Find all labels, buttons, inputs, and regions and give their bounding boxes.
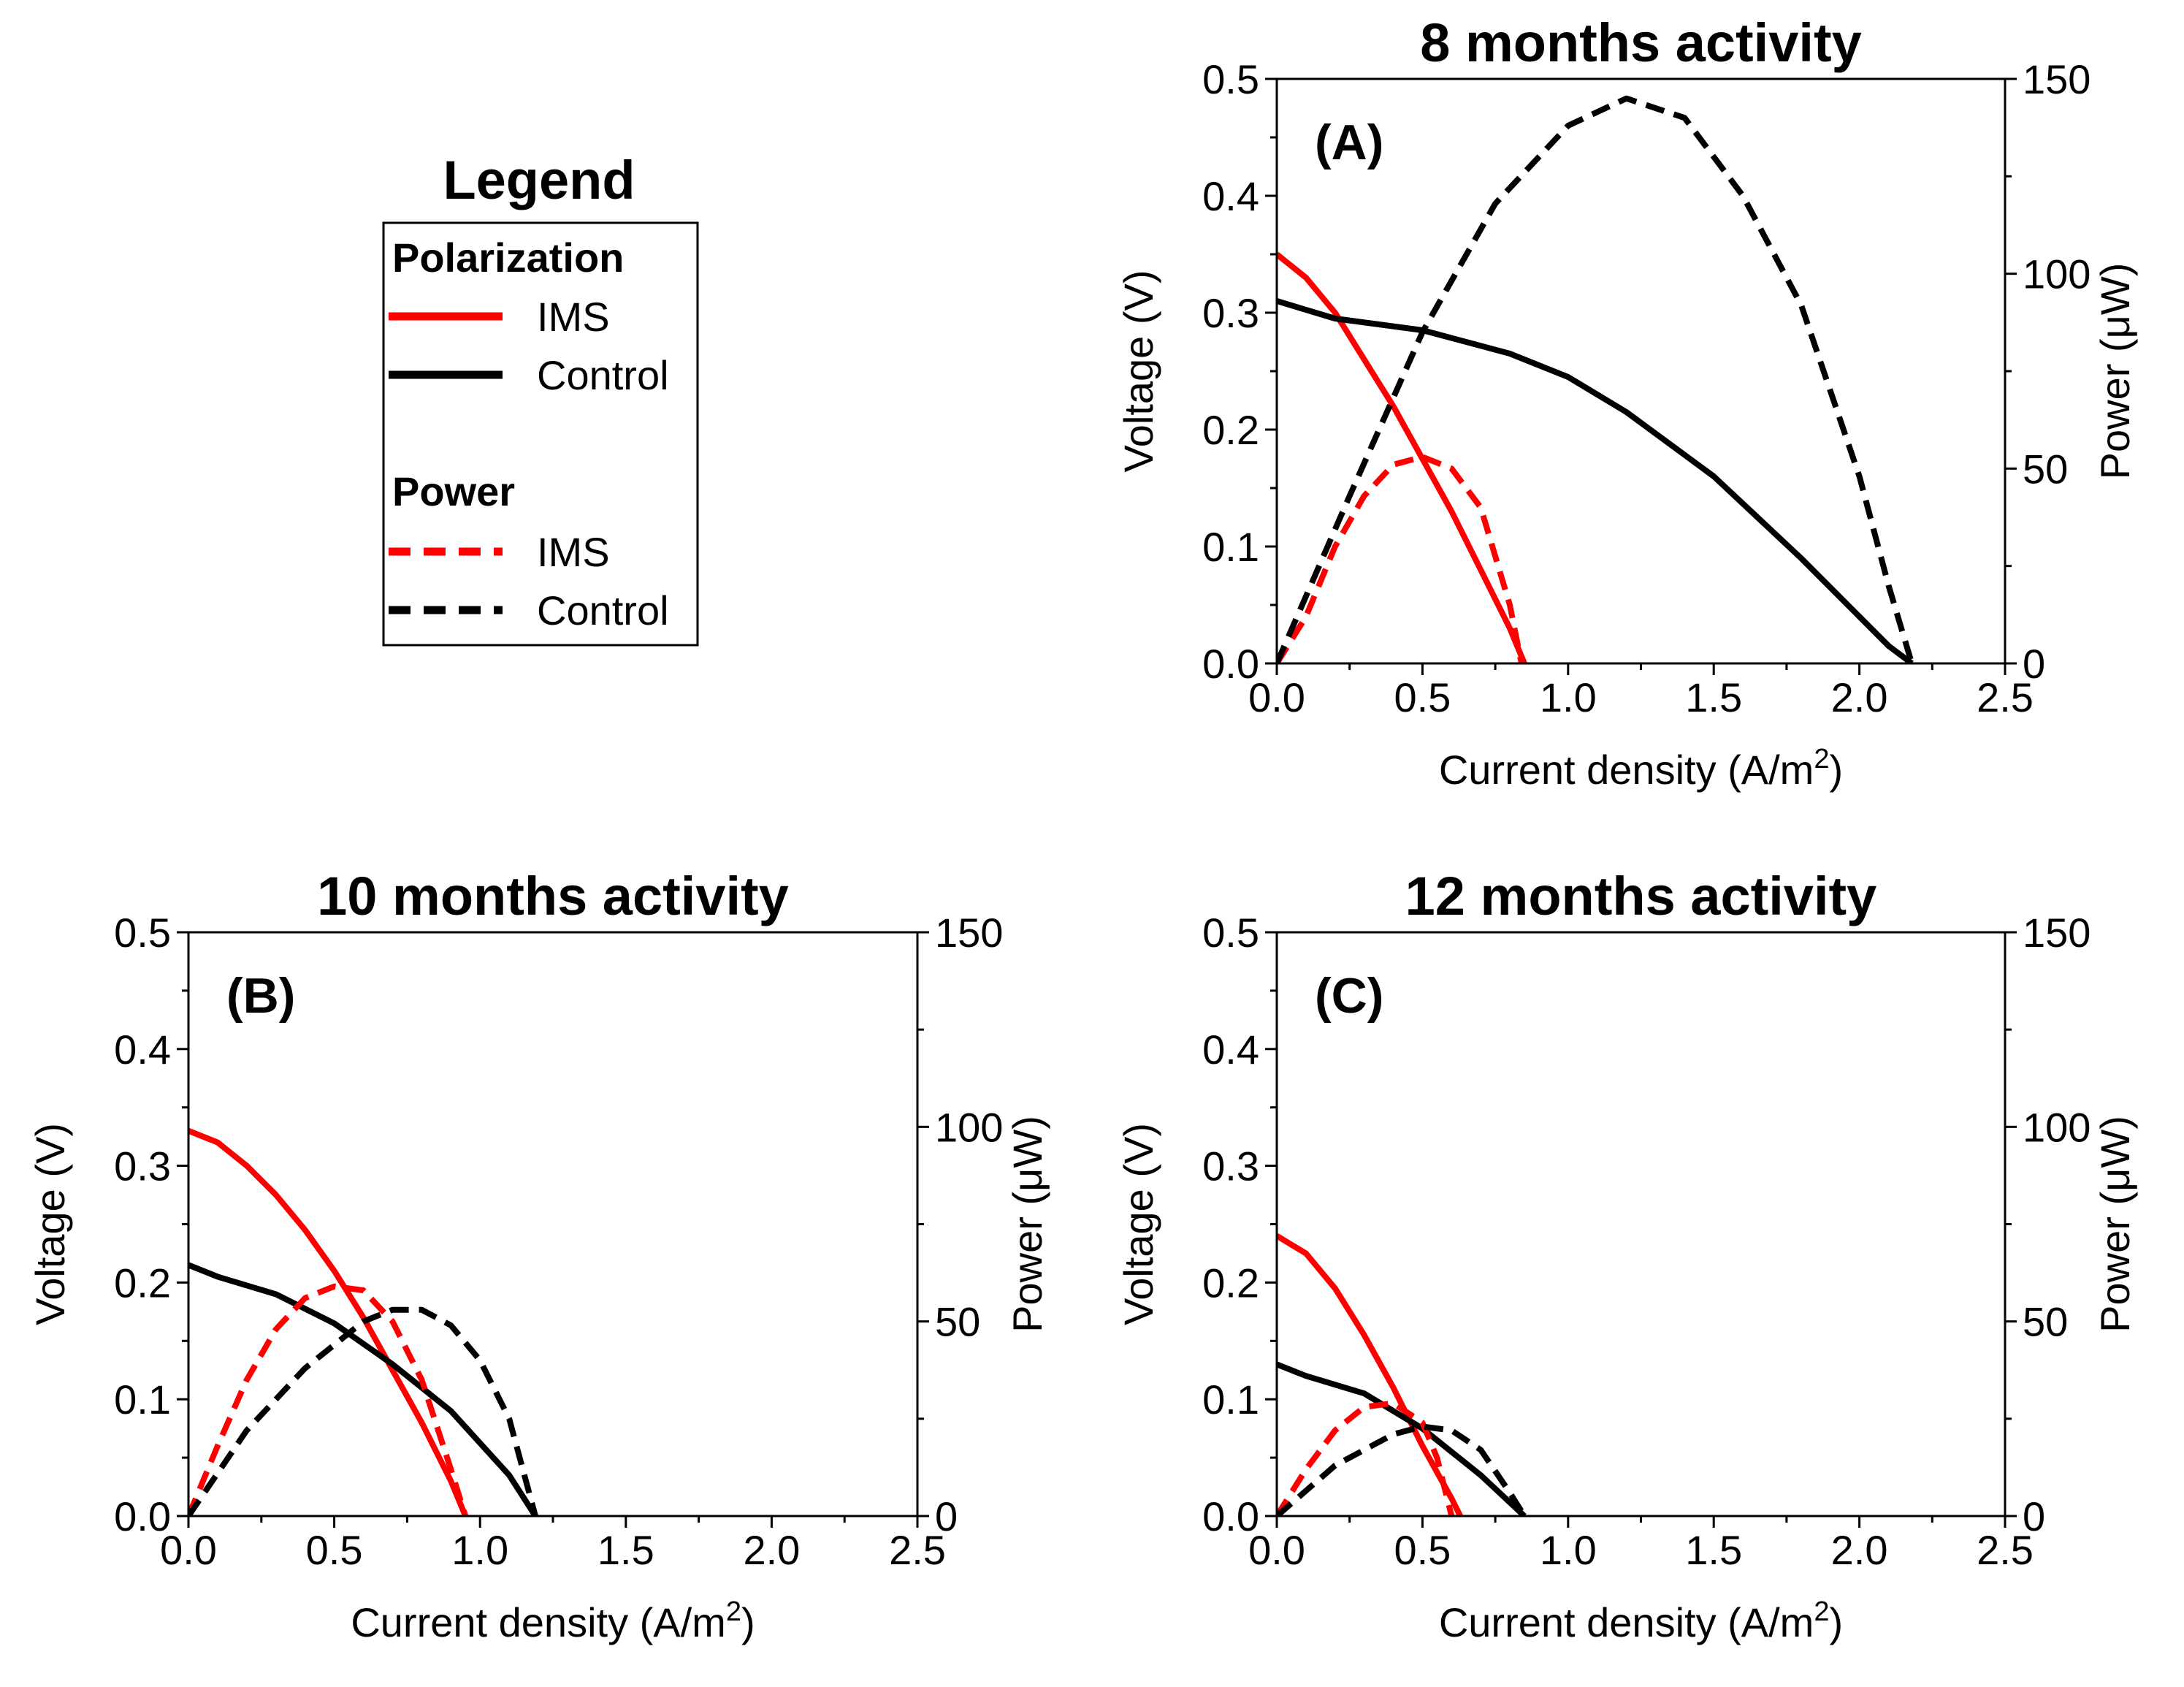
legend: Legend Polarization IMS Control Power IM… <box>382 150 699 647</box>
series-ims-power <box>1277 454 1524 663</box>
y2-tick-label: 50 <box>935 1299 980 1345</box>
series-ims-polarization <box>188 1127 468 1516</box>
x-axis-label: Current density (A/m2) <box>1439 744 1843 793</box>
y2-tick-label: 50 <box>2023 446 2068 492</box>
y2-tick-label: 100 <box>935 1104 1003 1150</box>
y2-tick-label: 100 <box>2023 1104 2091 1150</box>
y-tick-label: 0.5 <box>1202 56 1259 102</box>
x-axis-label: Current density (A/m2) <box>351 1596 755 1645</box>
y-tick-label: 0.1 <box>1202 1376 1259 1423</box>
series-control-power <box>1277 95 1915 663</box>
y-tick-label: 0.2 <box>1202 407 1259 453</box>
series-group <box>1277 1233 1527 1516</box>
x-tick-label: 2.0 <box>1831 674 1888 720</box>
chart-panel-a: 8 months activity (A) 0.0 0.5 1.0 1.5 2.0 2.5 0.… <box>1115 12 2138 793</box>
series-control-polarization <box>188 1262 538 1516</box>
x-tick-label: 2.0 <box>1831 1527 1888 1573</box>
series-group <box>1277 95 1915 663</box>
y-tick-label: 0.5 <box>1202 910 1259 956</box>
legend-heading-polarization: Polarization <box>392 235 624 281</box>
y-tick-label: 0.3 <box>1202 290 1259 336</box>
panel-label: (A) <box>1315 115 1383 170</box>
x-tick-label: 1.5 <box>1685 1527 1742 1573</box>
legend-entry-ims-polarization: IMS <box>537 294 610 340</box>
y-tick-label: 0.1 <box>114 1376 171 1423</box>
y2-tick-label: 100 <box>2023 251 2091 297</box>
x-tick-label: 2.5 <box>889 1527 946 1573</box>
legend-frame <box>382 221 699 647</box>
series-group <box>188 1127 538 1516</box>
y2-tick-label: 150 <box>2023 910 2091 956</box>
panel-title: 10 months activity <box>317 866 789 926</box>
series-control-polarization <box>1277 298 1914 663</box>
panel-label: (B) <box>226 968 295 1024</box>
y2-tick-label: 0 <box>935 1493 958 1539</box>
legend-entry-ims-power: IMS <box>537 529 610 575</box>
panel-title: 12 months activity <box>1405 866 1877 926</box>
x-tick-label: 1.0 <box>1540 1527 1597 1573</box>
y-axis-label: Voltage (V) <box>27 1123 73 1325</box>
y2-axis-label: Power (μW) <box>2092 1116 2138 1333</box>
y-axis-label: Voltage (V) <box>1115 270 1161 472</box>
x-tick-label: 2.5 <box>1977 1527 2034 1573</box>
x-tick-label: 0.5 <box>1394 674 1451 720</box>
y-tick-label: 0.5 <box>114 910 171 956</box>
series-ims-power <box>1277 1400 1455 1516</box>
y-tick-label: 0.4 <box>1202 173 1259 219</box>
chart-panel-c: 12 months activity(C)0.0 0.5 1.0 1.5 2.0 2.50… <box>1115 866 2138 1645</box>
x-tick-label: 1.5 <box>597 1527 654 1573</box>
x-tick-label: 0.5 <box>306 1527 363 1573</box>
y2-tick-label: 0 <box>2023 641 2045 687</box>
y2-tick-label: 150 <box>935 910 1003 956</box>
plot-frame <box>1275 931 2007 1517</box>
legend-entry-control-power: Control <box>537 587 669 633</box>
y-tick-label: 0.4 <box>114 1027 171 1073</box>
y-tick-label: 0.3 <box>1202 1143 1259 1189</box>
x-tick-label: 1.5 <box>1685 674 1742 720</box>
panel-title: 8 months activity <box>1420 12 1862 73</box>
panel-label: (C) <box>1315 968 1383 1024</box>
y2-axis-label: Power (μW) <box>2092 263 2138 480</box>
plot-frame <box>1275 77 2007 665</box>
legend-heading-power: Power <box>392 468 515 514</box>
legend-entry-control-polarization: Control <box>537 352 669 398</box>
series-ims-power <box>188 1283 469 1516</box>
y2-tick-label: 0 <box>2023 1493 2045 1539</box>
x-tick-label: 2.0 <box>743 1527 800 1573</box>
y-tick-label: 0.4 <box>1202 1027 1259 1073</box>
y-axis-label: Voltage (V) <box>1115 1123 1161 1325</box>
x-tick-label: 2.5 <box>1977 674 2034 720</box>
y-tick-label: 0.3 <box>114 1143 171 1189</box>
series-ims-polarization <box>1277 251 1527 663</box>
y2-tick-label: 150 <box>2023 56 2091 102</box>
y-tick-label: 0.2 <box>1202 1260 1259 1306</box>
y-tick-label: 0.1 <box>1202 524 1259 570</box>
series-control-polarization <box>1277 1361 1527 1516</box>
chart-panel-b: 10 months activity(B)0.0 0.5 1.0 1.5 2.0 2.50… <box>27 866 1050 1645</box>
y2-tick-label: 50 <box>2023 1299 2068 1345</box>
y2-axis-label: Power (μW) <box>1004 1116 1050 1333</box>
x-tick-label: 0.0 <box>160 1527 217 1573</box>
x-tick-label: 0.0 <box>1248 1527 1305 1573</box>
x-tick-label: 0.5 <box>1394 1527 1451 1573</box>
y-tick-label: 0.2 <box>114 1260 171 1306</box>
y-tick-label: 0.0 <box>1202 1493 1259 1539</box>
series-control-power <box>1277 1423 1527 1516</box>
series-control-power <box>188 1306 538 1516</box>
x-tick-label: 1.0 <box>1540 674 1597 720</box>
legend-title: Legend <box>443 150 635 210</box>
x-tick-label: 0.0 <box>1248 674 1305 720</box>
x-tick-label: 1.0 <box>451 1527 508 1573</box>
x-axis-label: Current density (A/m2) <box>1439 1596 1843 1645</box>
y-tick-label: 0.0 <box>1202 641 1259 687</box>
y-tick-label: 0.0 <box>114 1493 171 1539</box>
